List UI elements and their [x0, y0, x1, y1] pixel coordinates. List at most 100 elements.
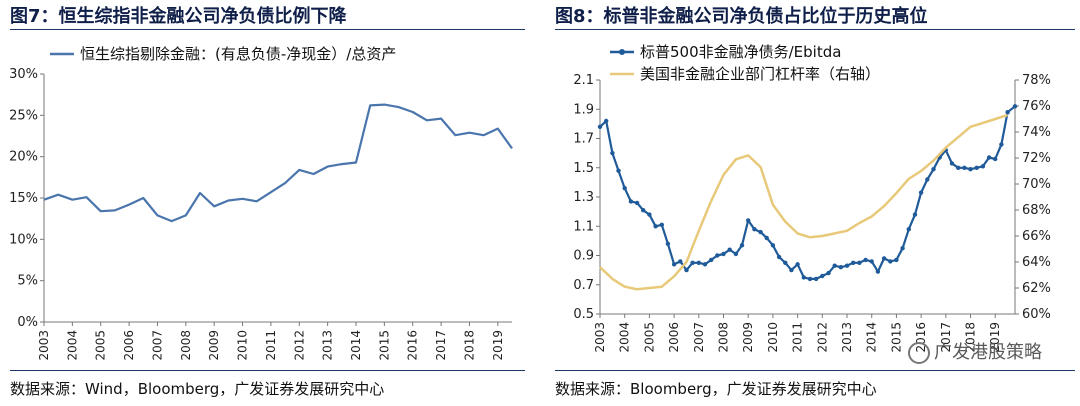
- y2-tick-label: 62%: [1022, 281, 1051, 296]
- y-tick-label: 0.7: [573, 278, 594, 293]
- series-point: [770, 243, 776, 248]
- x-tick-label: 2014: [865, 322, 879, 353]
- x-tick-label: 2010: [766, 322, 780, 353]
- series-point: [727, 247, 732, 252]
- series-point: [1005, 110, 1010, 115]
- right-source-note: 数据来源：Bloomberg，广发证券发展研究中心: [555, 380, 877, 398]
- series-point: [925, 177, 930, 182]
- series-point: [671, 262, 677, 267]
- x-tick-label: 2019: [988, 322, 1002, 353]
- series-point: [912, 212, 918, 217]
- series-point: [820, 273, 825, 279]
- y-tick-label: 25%: [9, 108, 38, 123]
- series-point: [894, 257, 899, 263]
- x-tick-label: 2018: [462, 330, 476, 361]
- series-point: [653, 224, 658, 229]
- right-bottom-rule: [555, 370, 1075, 371]
- x-tick-label: 2015: [889, 322, 903, 353]
- series-point: [696, 260, 701, 265]
- series-point: [783, 260, 788, 265]
- right-top-rule: [555, 29, 1075, 30]
- x-tick-label: 2014: [349, 330, 363, 361]
- x-tick-label: 2011: [791, 322, 805, 353]
- y-tick-label: 5%: [17, 274, 38, 289]
- series-point: [709, 257, 714, 263]
- y-tick-label: 0%: [17, 315, 38, 330]
- x-tick-label: 2005: [642, 322, 656, 353]
- series-point: [968, 167, 973, 172]
- series-point: [610, 150, 615, 156]
- legend-label: 恒生综指剔除金融：(有息负债-净现金）/总资产: [80, 45, 396, 63]
- y-tick-label: 1.3: [573, 190, 594, 205]
- legend-label: 标普500非金融净债务/Ebitda: [640, 43, 841, 61]
- series-point: [684, 267, 689, 273]
- y-tick-label: 0.5: [573, 307, 594, 322]
- series-point: [721, 251, 726, 257]
- x-tick-label: 2005: [94, 330, 108, 361]
- left-chart-panel: 图7：恒生综指非金融公司净负债比例下降 0% 5% 10% 15% 20% 25% 30% 2…: [0, 0, 535, 406]
- x-tick-label: 2009: [207, 330, 221, 361]
- series-point: [993, 156, 998, 162]
- x-tick-label: 2012: [292, 330, 306, 361]
- y2-tick-label: 64%: [1022, 255, 1051, 270]
- series-point: [776, 254, 782, 260]
- y-tick-label: 1.5: [573, 161, 594, 176]
- series-point: [949, 161, 955, 166]
- y-tick-label: 15%: [9, 191, 38, 206]
- series-point: [857, 260, 862, 265]
- legend-marker: [619, 49, 625, 55]
- series-point: [659, 222, 664, 227]
- series-point: [813, 276, 819, 282]
- right-chart-title: 图8：标普非金融公司净负债占比位于历史高位: [555, 6, 928, 27]
- series-point: [628, 199, 634, 204]
- series-point: [962, 165, 967, 170]
- y2-tick-label: 60%: [1022, 307, 1051, 322]
- series-point: [900, 246, 905, 251]
- x-tick-label: 2016: [406, 330, 420, 361]
- x-tick-label: 2011: [264, 330, 278, 361]
- series-line-0: [43, 103, 513, 223]
- series-point: [1012, 104, 1018, 109]
- series-point: [851, 260, 856, 265]
- wechat-icon: [908, 342, 930, 364]
- left-bottom-rule: [10, 370, 525, 371]
- series-point: [702, 262, 708, 267]
- x-tick-label: 2004: [65, 330, 79, 361]
- y2-tick-label: 76%: [1022, 99, 1051, 114]
- left-chart-title: 图7：恒生综指非金融公司净负债比例下降: [10, 6, 347, 27]
- series-point: [956, 165, 961, 170]
- series-point: [844, 263, 850, 268]
- x-tick-label: 2007: [150, 330, 164, 361]
- y-tick-label: 30%: [9, 67, 38, 82]
- y-tick-label: 0.9: [573, 249, 594, 264]
- series-point: [789, 267, 794, 273]
- series-point: [622, 186, 627, 191]
- series-point: [647, 212, 652, 217]
- y2-tick-label: 68%: [1022, 203, 1051, 218]
- series-point: [906, 227, 911, 232]
- right-chart-panel: 图8：标普非金融公司净负债占比位于历史高位 0.5 0.7 0.9 1.1 1.3 1.5…: [545, 0, 1080, 406]
- y-tick-label: 1.1: [573, 219, 594, 234]
- left-source-note: 数据来源：Wind，Bloomberg，广发证券发展研究中心: [10, 380, 385, 398]
- series-point: [604, 118, 609, 124]
- series-point: [616, 168, 621, 173]
- series-point: [918, 190, 924, 195]
- y2-tick-label: 78%: [1022, 73, 1051, 88]
- series-point: [678, 259, 683, 264]
- watermark-text: 广发港股策略: [934, 342, 1042, 363]
- x-tick-label: 2019: [491, 330, 505, 361]
- x-tick-label: 2017: [939, 322, 953, 353]
- series-point: [746, 218, 751, 223]
- series-point: [597, 124, 603, 129]
- x-tick-label: 2003: [37, 330, 51, 361]
- x-tick-label: 2013: [321, 330, 335, 361]
- series-point: [881, 256, 887, 261]
- series-point: [888, 259, 893, 264]
- x-tick-label: 2008: [179, 330, 193, 361]
- series-point: [832, 263, 837, 268]
- y-tick-label: 20%: [9, 150, 38, 165]
- x-tick-label: 2018: [964, 322, 978, 353]
- y2-tick-label: 66%: [1022, 229, 1051, 244]
- x-tick-label: 2010: [236, 330, 250, 361]
- series-point: [665, 241, 671, 246]
